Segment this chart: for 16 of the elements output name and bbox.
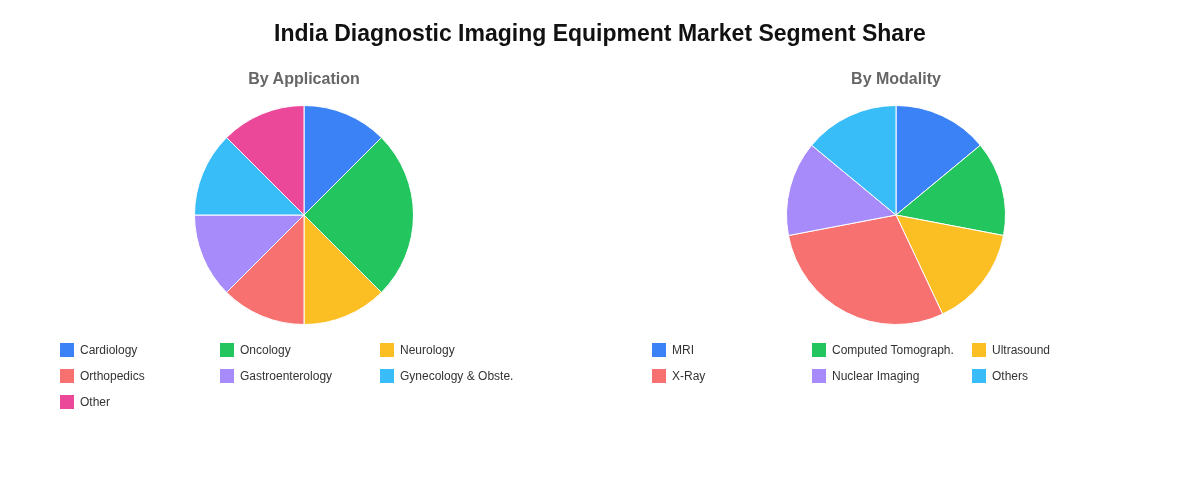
- chart-subtitle: By Modality: [850, 70, 942, 89]
- legend-label: Computed Tomograph.: [832, 343, 954, 357]
- legend-label: Gynecology & Obste.: [400, 369, 514, 383]
- legend-label: Other: [80, 395, 111, 409]
- legend-label: Oncology: [240, 343, 291, 357]
- legend-label: Neurology: [400, 343, 455, 357]
- legend-label: Ultrasound: [992, 343, 1051, 357]
- legend-label: MRI: [672, 343, 694, 357]
- chart-subtitle: By Application: [247, 70, 361, 89]
- legend-label: Gastroenterology: [240, 369, 333, 383]
- legend-label: Cardiology: [80, 343, 138, 357]
- legend-label: Others: [992, 369, 1029, 383]
- text: India Diagnostic Imaging Equipment Market Segment Share: [273, 19, 927, 48]
- legend-label: Orthopedics: [80, 369, 145, 383]
- legend-label: X-Ray: [672, 369, 706, 383]
- legend-label: Nuclear Imaging: [832, 369, 920, 383]
